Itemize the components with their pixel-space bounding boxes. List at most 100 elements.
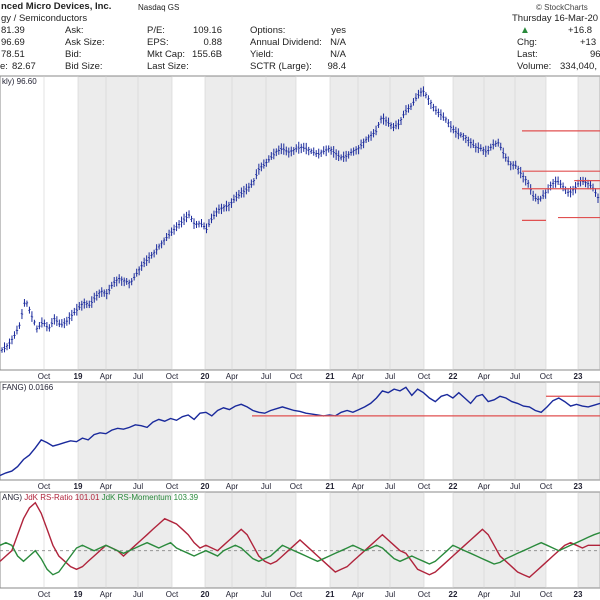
x-tick-label: Oct: [418, 590, 431, 599]
x-tick-label: 22: [449, 590, 458, 599]
x-tick-label: Apr: [226, 482, 239, 491]
x-tick-label: Apr: [352, 590, 365, 599]
volume-value: 334,040,: [560, 61, 597, 72]
x-tick-label: Apr: [352, 482, 365, 491]
chg-label: Chg:: [517, 37, 538, 48]
x-tick-label: Oct: [38, 590, 51, 599]
last-value: 96: [590, 49, 600, 60]
year-shade-band: [453, 492, 546, 588]
x-tick-label: Oct: [290, 482, 303, 491]
x-tick-label: Jul: [510, 372, 520, 381]
pe-value: 109.16: [192, 25, 222, 36]
x-tick-label: Oct: [290, 372, 303, 381]
x-tick-label: Jul: [385, 482, 395, 491]
x-tick-label: Jul: [385, 372, 395, 381]
panel-border: [0, 491, 600, 589]
mktcap-label: Mkt Cap:: [147, 49, 186, 60]
x-tick-label: Apr: [100, 482, 113, 491]
x-tick-label: 21: [326, 482, 335, 491]
x-tick-label: Oct: [166, 482, 179, 491]
x-tick-label: Jul: [385, 590, 395, 599]
eps-value: 0.88: [203, 37, 223, 48]
x-tick-label: Jul: [261, 590, 271, 599]
col1-0: 81.39: [1, 25, 25, 36]
x-tick-label: Oct: [38, 372, 51, 381]
bid-label: Bid:: [65, 49, 82, 60]
panel-border: [0, 381, 600, 481]
x-tick-label: 19: [74, 482, 83, 491]
year-shade-band: [453, 382, 546, 480]
up-arrow-icon: ▲: [520, 25, 530, 36]
ratio-line: [0, 386, 600, 477]
year-shade-band: [78, 492, 172, 588]
x-tick-label: 20: [201, 590, 210, 599]
x-tick-label: Oct: [540, 372, 553, 381]
x-tick-label: Jul: [133, 482, 143, 491]
exchange: Nasdaq GS: [138, 3, 180, 12]
annual-dividend-value: N/A: [330, 37, 346, 48]
col1-3: 82.67: [12, 61, 36, 72]
x-tick-label: Oct: [540, 482, 553, 491]
x-tick-label: Oct: [290, 590, 303, 599]
year-shade-band: [78, 76, 172, 370]
year-shade-band: [78, 382, 172, 480]
yield-value: N/A: [330, 49, 346, 60]
options-value: yes: [331, 25, 346, 36]
annual-dividend-label: Annual Dividend:: [250, 37, 322, 48]
year-shade-band: [578, 492, 600, 588]
rs-ratio-line: [0, 501, 600, 579]
options-label: Options:: [250, 25, 286, 36]
stockcharts-watermark: © StockCharts: [536, 3, 588, 12]
x-tick-label: Oct: [38, 482, 51, 491]
mktcap-value: 155.6B: [192, 49, 223, 60]
x-tick-label: Apr: [226, 590, 239, 599]
x-tick-label: 21: [326, 372, 335, 381]
year-shade-band: [205, 76, 296, 370]
x-tick-label: Apr: [100, 590, 113, 599]
volume-label: Volume:: [517, 61, 552, 72]
quote-date: Thursday 16-Mar-20: [512, 13, 599, 24]
year-shade-band: [330, 76, 424, 370]
x-tick-label: Apr: [352, 372, 365, 381]
x-tick-label: Oct: [540, 590, 553, 599]
x-tick-label: 20: [201, 372, 210, 381]
x-tick-label: Oct: [166, 590, 179, 599]
ask-size-label: Ask Size:: [65, 37, 105, 48]
x-tick-label: Apr: [478, 590, 491, 599]
panel-border: [0, 75, 600, 371]
rrg-panel-label: ANG) JdK RS-Ratio 101.01 JdK RS-Momentum…: [2, 493, 199, 502]
x-tick-label: 22: [449, 482, 458, 491]
change-value: +16.8: [568, 25, 593, 36]
year-shade-band: [578, 76, 600, 370]
x-tick-label: Apr: [100, 372, 113, 381]
x-tick-label: Jul: [133, 590, 143, 599]
col1-3-label: e:: [0, 61, 8, 72]
bid-size-label: Bid Size:: [65, 61, 103, 72]
x-tick-label: Jul: [261, 482, 271, 491]
last-label: Last:: [517, 49, 538, 60]
x-tick-label: Oct: [418, 372, 431, 381]
price-panel-label: kly) 96.60: [2, 77, 37, 86]
quote-header: nced Micro Devices, Inc. Nasdaq GS gy / …: [0, 0, 600, 76]
yield-label: Yield:: [250, 49, 274, 60]
x-tick-label: Jul: [510, 590, 520, 599]
rs-momentum-line: [0, 531, 600, 576]
x-tick-label: Jul: [261, 372, 271, 381]
sctr-label: SCTR (Large):: [250, 61, 312, 72]
x-tick-label: 22: [449, 372, 458, 381]
x-tick-label: 21: [326, 590, 335, 599]
ratio-panel-label: FANG) 0.0166: [2, 383, 54, 392]
x-tick-label: 23: [574, 482, 583, 491]
company-name: nced Micro Devices, Inc.: [1, 1, 112, 12]
sctr-value: 98.4: [327, 61, 347, 72]
x-tick-label: Apr: [226, 372, 239, 381]
x-tick-label: 19: [74, 590, 83, 599]
chg-value: +13: [580, 37, 597, 48]
col1-2: 78.51: [1, 49, 25, 60]
x-tick-label: Apr: [478, 372, 491, 381]
x-tick-label: 23: [574, 590, 583, 599]
x-tick-label: Apr: [478, 482, 491, 491]
eps-label: EPS:: [147, 37, 169, 48]
x-tick-label: Jul: [133, 372, 143, 381]
